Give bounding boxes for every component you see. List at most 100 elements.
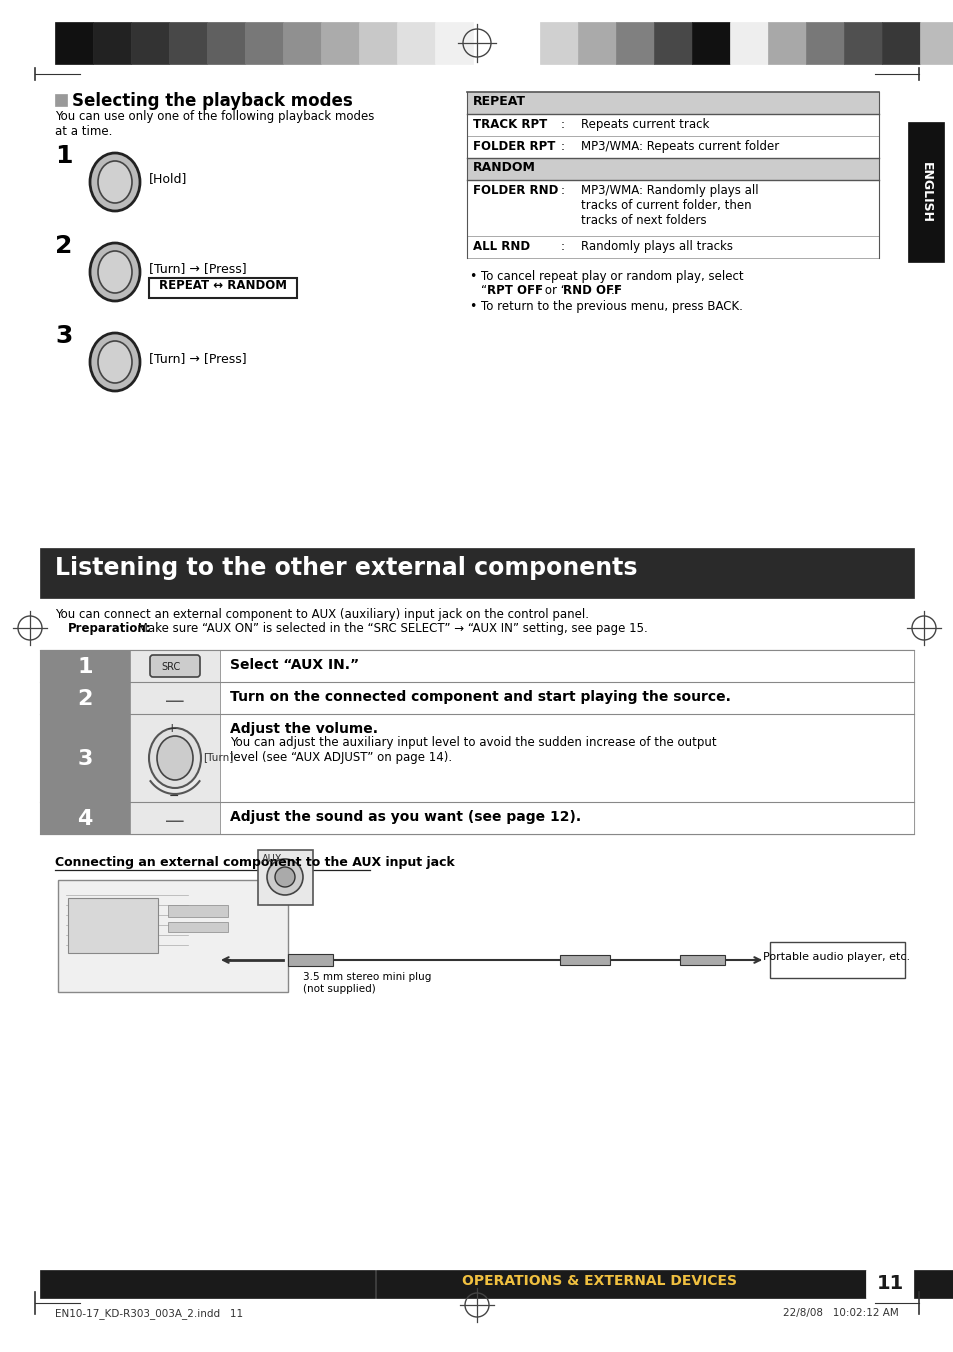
Text: Turn on the connected component and start playing the source.: Turn on the connected component and star…: [230, 690, 730, 704]
Text: SRC: SRC: [161, 662, 180, 672]
Bar: [396, 22, 435, 64]
Text: Make sure “AUX ON” is selected in the “SRC SELECT” → “AUX IN” setting, see page : Make sure “AUX ON” is selected in the “S…: [133, 622, 647, 635]
Bar: [169, 22, 207, 64]
Text: RND OFF: RND OFF: [562, 284, 621, 297]
Text: ” or “: ” or “: [535, 284, 566, 297]
Text: MP3/WMA: Repeats current folder: MP3/WMA: Repeats current folder: [580, 141, 779, 153]
Text: −: −: [169, 790, 179, 803]
Ellipse shape: [90, 243, 140, 301]
Text: RPT OFF: RPT OFF: [486, 284, 542, 297]
Text: 1: 1: [77, 657, 92, 677]
Bar: [358, 22, 396, 64]
Text: Listening to the other external components: Listening to the other external componen…: [55, 556, 637, 580]
Bar: [919, 22, 953, 64]
Bar: [245, 22, 283, 64]
Ellipse shape: [98, 161, 132, 203]
Text: [Turn] → [Press]: [Turn] → [Press]: [149, 352, 247, 365]
Bar: [320, 22, 358, 64]
Bar: [207, 22, 245, 64]
Circle shape: [274, 867, 294, 887]
Bar: [130, 650, 220, 681]
Text: REPEAT ↔ RANDOM: REPEAT ↔ RANDOM: [159, 279, 287, 292]
Text: Connecting an external component to the AUX input jack: Connecting an external component to the …: [55, 856, 455, 869]
Text: Repeats current track: Repeats current track: [580, 118, 709, 131]
Bar: [40, 802, 130, 834]
Text: Adjust the volume.: Adjust the volume.: [230, 722, 377, 735]
Text: Portable audio player, etc.: Portable audio player, etc.: [762, 952, 909, 963]
Text: EN10-17_KD-R303_003A_2.indd   11: EN10-17_KD-R303_003A_2.indd 11: [55, 1307, 243, 1320]
Text: 22/8/08   10:02:12 AM: 22/8/08 10:02:12 AM: [782, 1307, 898, 1318]
Text: Adjust the sound as you want (see page 12).: Adjust the sound as you want (see page 1…: [230, 810, 580, 823]
Text: :: :: [560, 141, 564, 153]
Bar: [843, 22, 882, 64]
Ellipse shape: [149, 727, 201, 788]
Text: •: •: [469, 300, 476, 314]
Bar: [40, 650, 913, 834]
Bar: [283, 22, 320, 64]
Text: Randomly plays all tracks: Randomly plays all tracks: [580, 241, 732, 253]
Bar: [729, 22, 767, 64]
Bar: [130, 802, 220, 834]
Text: +: +: [167, 722, 177, 735]
Text: To cancel repeat play or random play, select: To cancel repeat play or random play, se…: [480, 270, 742, 283]
Text: To return to the previous menu, press BACK.: To return to the previous menu, press BA…: [480, 300, 742, 314]
Text: :: :: [560, 118, 564, 131]
Ellipse shape: [98, 251, 132, 293]
FancyBboxPatch shape: [150, 654, 200, 677]
Text: 3: 3: [55, 324, 72, 347]
Text: 1: 1: [55, 145, 72, 168]
Text: .”: .”: [610, 284, 620, 297]
Bar: [220, 802, 913, 834]
Text: 3.5 mm stereo mini plug: 3.5 mm stereo mini plug: [303, 972, 431, 982]
Bar: [220, 714, 913, 802]
Bar: [767, 22, 805, 64]
Text: •: •: [469, 270, 476, 283]
Bar: [55, 22, 92, 64]
Bar: [435, 22, 473, 64]
Bar: [679, 955, 724, 965]
Bar: [375, 1270, 865, 1298]
Bar: [220, 650, 913, 681]
Text: Select “AUX IN.”: Select “AUX IN.”: [230, 658, 358, 672]
Text: FOLDER RND: FOLDER RND: [473, 184, 558, 197]
Text: 4: 4: [77, 808, 92, 829]
Bar: [616, 22, 654, 64]
Text: ALL RND: ALL RND: [473, 241, 530, 253]
Bar: [130, 681, 220, 714]
Bar: [168, 922, 228, 932]
Text: 2: 2: [77, 690, 92, 708]
Text: [Turn] → [Press]: [Turn] → [Press]: [149, 262, 247, 274]
Text: You can adjust the auxiliary input level to avoid the sudden increase of the out: You can adjust the auxiliary input level…: [230, 735, 716, 764]
Bar: [467, 158, 878, 180]
Bar: [55, 95, 67, 105]
Bar: [288, 955, 333, 965]
Text: (not supplied): (not supplied): [303, 984, 375, 994]
Bar: [882, 22, 919, 64]
Bar: [92, 22, 131, 64]
Bar: [68, 898, 158, 953]
Text: :: :: [560, 184, 564, 197]
Bar: [559, 955, 609, 965]
Bar: [40, 681, 130, 714]
Text: REPEAT: REPEAT: [473, 95, 525, 108]
Ellipse shape: [90, 333, 140, 391]
Bar: [40, 650, 130, 681]
Text: You can use only one of the following playback modes
at a time.: You can use only one of the following pl…: [55, 110, 374, 138]
Bar: [691, 22, 729, 64]
Bar: [257, 850, 313, 904]
Text: [Turn]: [Turn]: [203, 752, 233, 763]
Ellipse shape: [98, 341, 132, 383]
Text: AUX: AUX: [262, 854, 282, 864]
Text: You can connect an external component to AUX (auxiliary) input jack on the contr: You can connect an external component to…: [55, 608, 588, 621]
Text: 2: 2: [55, 234, 72, 258]
Bar: [539, 22, 578, 64]
Bar: [131, 22, 169, 64]
Circle shape: [267, 859, 303, 895]
Text: MP3/WMA: Randomly plays all
tracks of current folder, then
tracks of next folder: MP3/WMA: Randomly plays all tracks of cu…: [580, 184, 758, 227]
Text: [Hold]: [Hold]: [149, 172, 187, 185]
Bar: [130, 714, 220, 802]
Bar: [907, 122, 943, 262]
Text: 11: 11: [876, 1274, 902, 1293]
Text: FOLDER RPT: FOLDER RPT: [473, 141, 555, 153]
Text: “: “: [480, 284, 487, 297]
